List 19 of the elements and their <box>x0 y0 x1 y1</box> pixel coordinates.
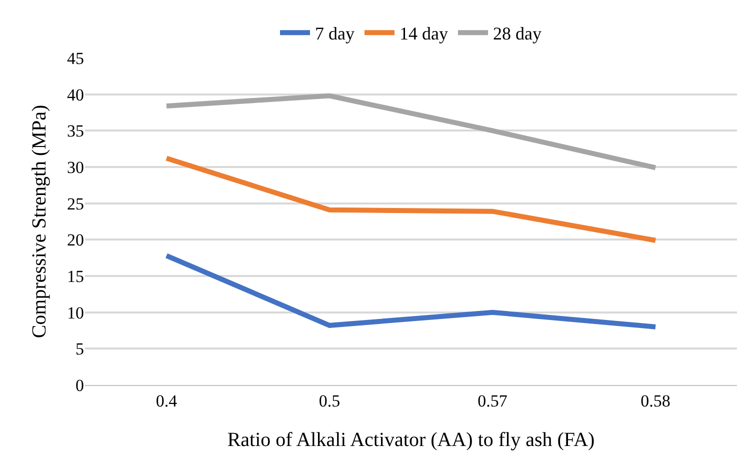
y-axis-title: Compressive Strength (MPa) <box>28 104 50 338</box>
y-tick-label: 25 <box>67 194 84 214</box>
x-axis-title: Ratio of Alkali Activator (AA) to fly ash (FA) <box>227 428 595 451</box>
legend-label: 14 day <box>400 24 448 44</box>
x-tick-label: 0.58 <box>640 391 670 410</box>
y-tick-label: 45 <box>67 48 84 68</box>
y-tick-label: 10 <box>67 303 84 322</box>
y-tick-label: 5 <box>76 340 84 359</box>
y-tick-label: 15 <box>67 266 84 286</box>
y-tick-label: 40 <box>67 85 84 104</box>
x-tick-label: 0.4 <box>156 391 178 410</box>
y-tick-label: 30 <box>67 158 84 177</box>
legend-label: 7 day <box>315 24 354 44</box>
y-tick-label: 20 <box>67 230 84 250</box>
legend-label: 28 day <box>493 24 542 44</box>
y-tick-label: 35 <box>67 122 84 141</box>
x-tick-label: 0.57 <box>478 391 508 410</box>
y-tick-label: 0 <box>76 376 84 395</box>
x-tick-label: 0.5 <box>318 391 340 410</box>
